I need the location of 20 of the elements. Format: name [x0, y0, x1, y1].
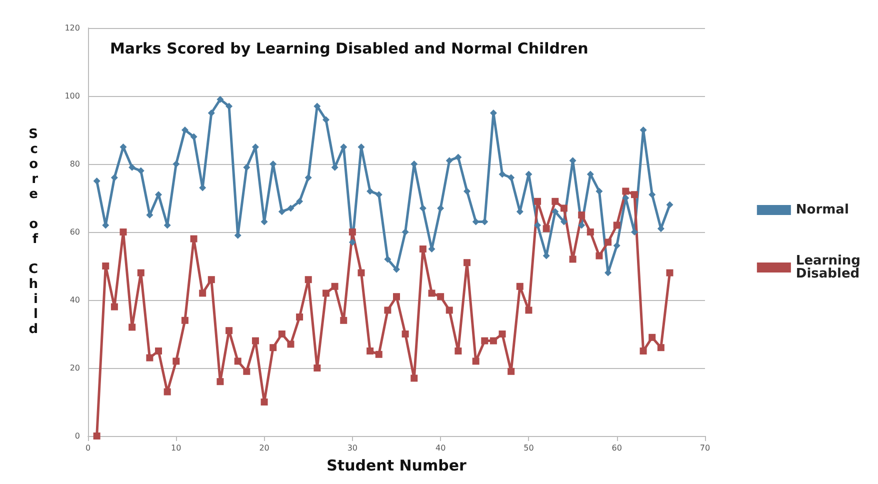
y-tick-label: 0: [74, 432, 80, 440]
y-tick-label: 80: [70, 160, 80, 168]
text: Marks Scored by Learning Disabled and Normal Children: [110, 40, 588, 58]
x-axis-title: Student Number: [326, 456, 467, 474]
x-tick-label: 30: [347, 444, 358, 452]
x-tick-label: 20: [259, 444, 270, 452]
x-tick-label: 70: [700, 444, 710, 452]
legend-label: Normal: [796, 202, 849, 218]
y-tick-label: 120: [64, 24, 80, 32]
y-tick-label: 60: [70, 228, 80, 236]
y-tick-label: 100: [64, 92, 80, 100]
x-tick-label: 50: [524, 444, 534, 452]
y-tick-label: 20: [70, 364, 80, 372]
y-tick-label: 40: [70, 296, 80, 304]
x-tick-label: 40: [435, 444, 446, 452]
x-tick-label: 10: [171, 444, 182, 452]
x-tick-label: 60: [612, 444, 622, 452]
legend-label: Learning Disabled: [796, 254, 866, 282]
x-tick-label: 0: [85, 444, 91, 452]
text: Score of Child: [28, 127, 38, 337]
